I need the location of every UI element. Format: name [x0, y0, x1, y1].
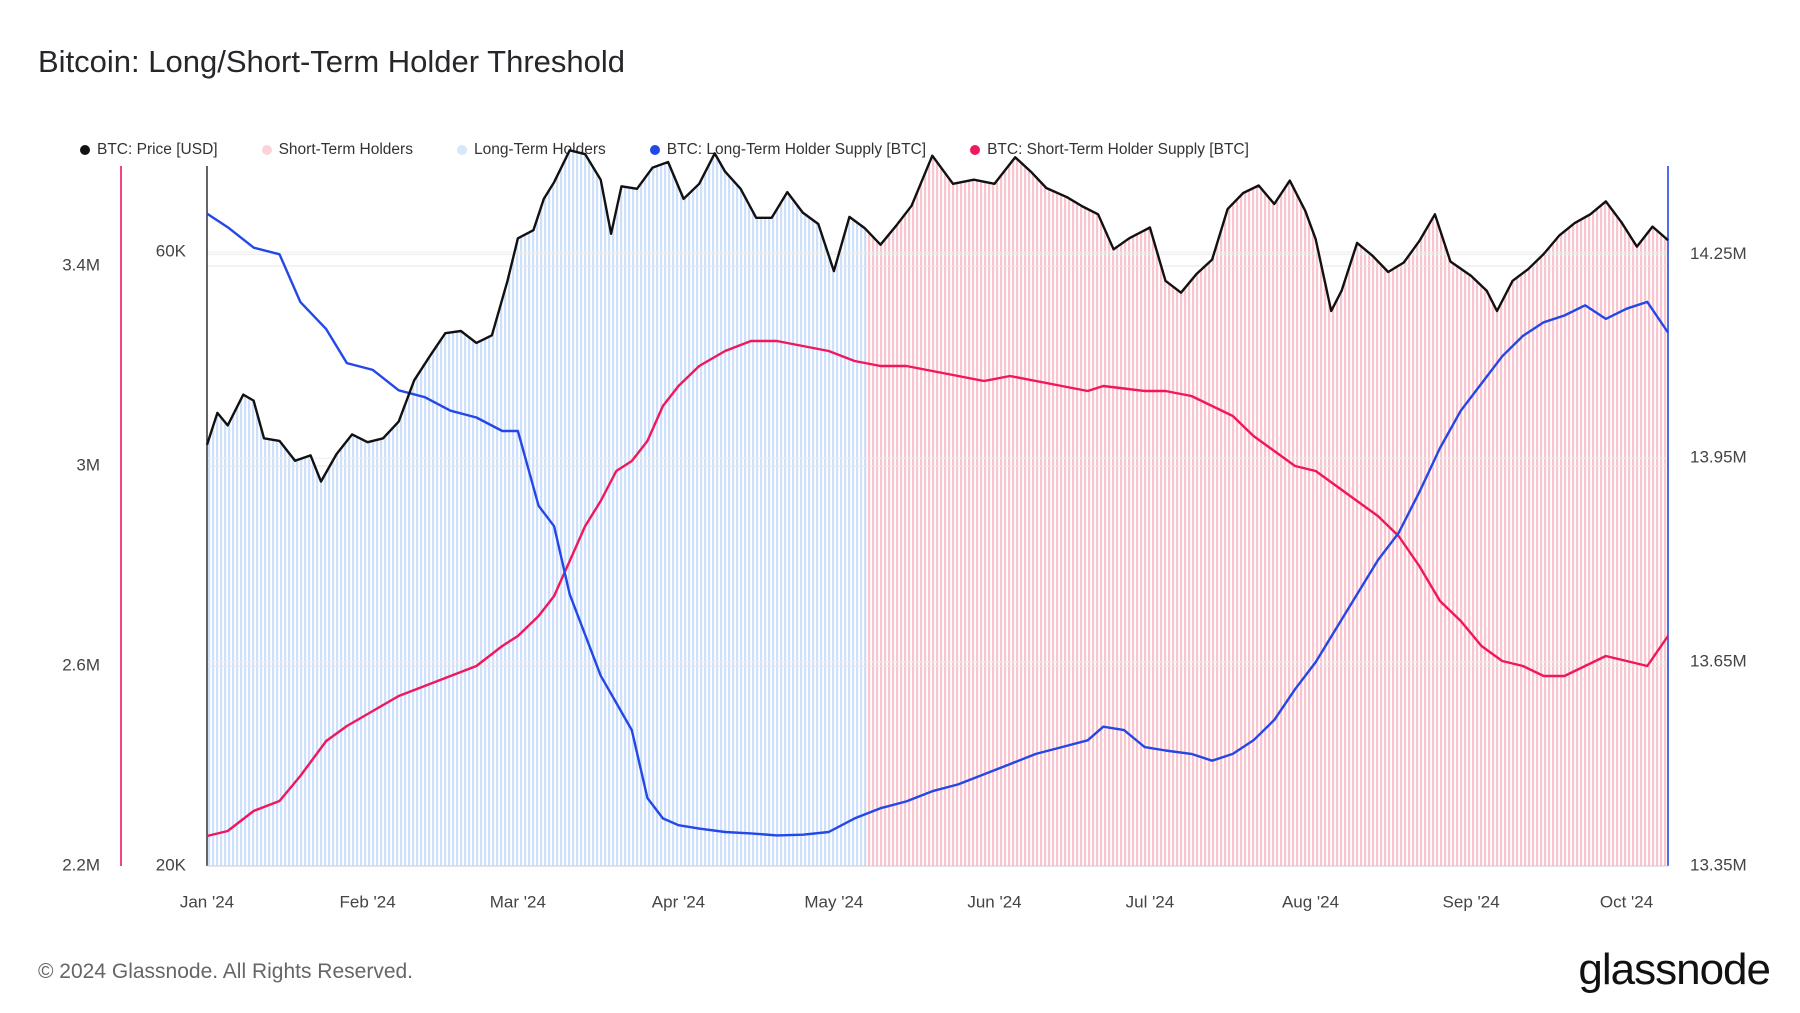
legend-item[interactable]: Short-Term Holders: [261, 141, 413, 159]
legend-item[interactable]: BTC: Long-Term Holder Supply [BTC]: [649, 141, 927, 159]
chart-legend: BTC: Price [USD] Short-Term Holders Long-T…: [80, 140, 1293, 160]
sth-tick-label: 2.6M: [62, 655, 100, 674]
lth-supply-line: [206, 212, 1669, 837]
legend-item[interactable]: BTC: Price [USD]: [80, 141, 218, 159]
legend-label: BTC: Short-Term Holder Supply [BTC]: [987, 141, 1249, 158]
lth-tick-label: 13.65M: [1690, 652, 1747, 671]
copyright-text: © 2024 Glassnode. All Rights Reserved.: [38, 960, 414, 983]
x-tick-label: Sep '24: [1443, 892, 1500, 911]
sth-tick-label: 2.2M: [62, 855, 100, 874]
x-tick-label: May '24: [804, 892, 863, 911]
price-tick-label: 60K: [156, 242, 187, 261]
legend-item[interactable]: BTC: Short-Term Holder Supply [BTC]: [970, 141, 1249, 159]
glassnode-logo: glassnode: [1578, 945, 1771, 994]
lth-tick-label: 14.25M: [1690, 244, 1747, 263]
sth-tick-label: 3M: [76, 455, 100, 474]
legend-label: BTC: Long-Term Holder Supply [BTC]: [666, 141, 927, 158]
x-tick-label: Feb '24: [340, 892, 396, 911]
x-tick-label: Oct '24: [1600, 892, 1653, 911]
x-tick-label: Mar '24: [490, 892, 546, 911]
sth-supply-line: [206, 339, 1669, 838]
legend-dot-icon: [80, 145, 90, 155]
chart-title: Bitcoin: Long/Short-Term Holder Threshol…: [38, 44, 625, 79]
lth-tick-label: 13.95M: [1690, 448, 1747, 467]
x-tick-label: Jun '24: [967, 892, 1021, 911]
lth-tick-label: 13.35M: [1690, 855, 1747, 874]
price-tick-label: 20K: [156, 855, 187, 874]
legend-dot-icon: [456, 145, 467, 155]
short-term-holders-area: [864, 155, 1668, 866]
legend-dot-icon: [649, 145, 660, 155]
long-term-holders-area: [207, 150, 881, 867]
legend-dot-icon: [261, 145, 272, 155]
x-tick-label: Aug '24: [1282, 892, 1339, 911]
x-tick-label: Apr '24: [652, 892, 705, 911]
x-tick-label: Jan '24: [180, 892, 234, 911]
legend-label: BTC: Price [USD]: [97, 141, 218, 158]
legend-label: Short-Term Holders: [278, 141, 413, 158]
sth-tick-label: 3.4M: [62, 255, 100, 274]
x-tick-label: Jul '24: [1126, 892, 1175, 911]
legend-dot-icon: [970, 145, 981, 155]
price-line: [205, 149, 1669, 483]
